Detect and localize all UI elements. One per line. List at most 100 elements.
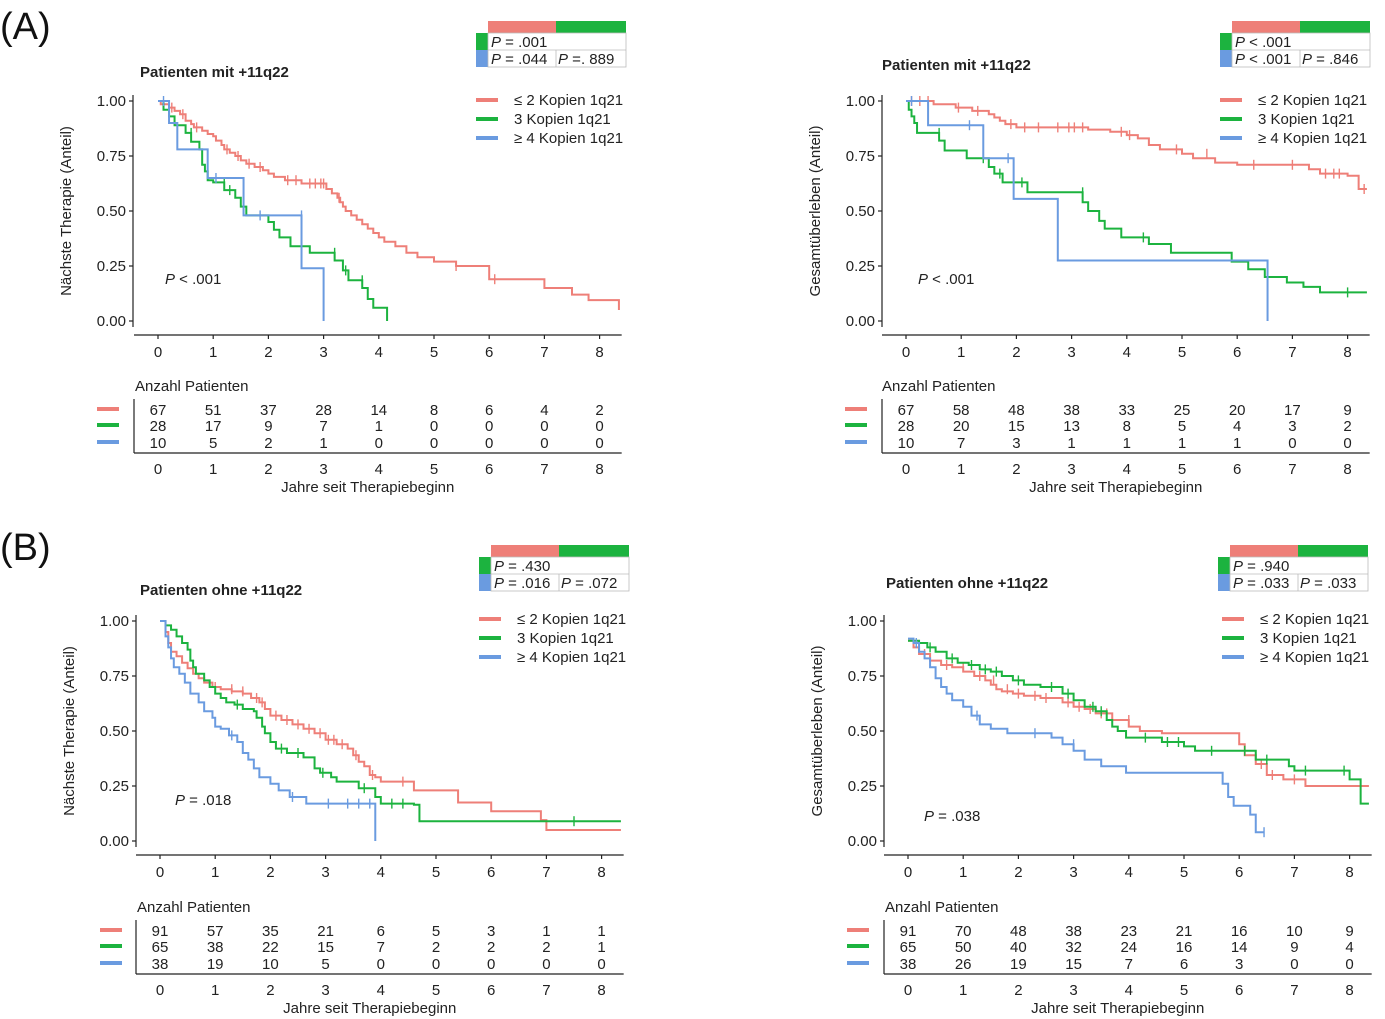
legend-label: ≤ 2 Kopien 1q21 (514, 92, 623, 109)
risk-count: 14 (370, 402, 387, 419)
x-tick-label: 4 (377, 864, 385, 881)
pairwise-p-blue-green: P = .846 (1302, 51, 1358, 68)
km-panel-4: Patienten ohne +11q22 0.00 0.25 0.50 0.75 1.0… (809, 545, 1372, 1017)
x-tick-label: 0 (156, 864, 164, 881)
risk-count: 0 (487, 956, 495, 973)
risk-count: 1 (597, 923, 605, 940)
x-axis-label: Jahre seit Therapiebeginn (1031, 1000, 1204, 1017)
x-tick-label: 6 (485, 344, 493, 361)
x-tick-label: 4 (1123, 344, 1131, 361)
risk-x-tick-label: 1 (211, 982, 219, 999)
risk-x-tick-label: 8 (595, 461, 603, 478)
risk-count: 9 (1343, 402, 1351, 419)
x-tick-label: 8 (1343, 344, 1351, 361)
risk-x-tick-label: 4 (375, 461, 383, 478)
risk-x-tick-label: 0 (902, 461, 910, 478)
risk-count: 20 (953, 418, 970, 435)
risk-count: 65 (900, 939, 917, 956)
risk-count: 51 (205, 402, 222, 419)
p-value-label: P < .001 (165, 271, 221, 288)
km-curve-blue (908, 637, 1265, 834)
risk-count: 67 (150, 402, 167, 419)
risk-count: 57 (207, 923, 224, 940)
km-curve-blue (906, 100, 1269, 321)
km-panel-1: Patienten mit +11q22 0.00 0.25 0.50 0.75 1.00… (58, 21, 627, 496)
risk-count: 38 (1065, 923, 1082, 940)
legend-label: 3 Kopien 1q21 (517, 630, 614, 647)
x-axis-label: Jahre seit Therapiebeginn (281, 479, 454, 496)
y-tick-label: 0.50 (97, 203, 126, 220)
x-axis-label: Jahre seit Therapiebeginn (1029, 479, 1202, 496)
risk-count: 16 (1231, 923, 1248, 940)
risk-count: 14 (1231, 939, 1248, 956)
risk-count: 50 (955, 939, 972, 956)
legend-label: 3 Kopien 1q21 (514, 111, 611, 128)
risk-count: 28 (315, 402, 332, 419)
risk-x-tick-label: 3 (319, 461, 327, 478)
y-tick-label: 0.25 (100, 778, 129, 795)
risk-count: 48 (1008, 402, 1025, 419)
risk-count: 26 (955, 956, 972, 973)
km-curve-green (160, 620, 621, 823)
risk-count: 21 (317, 923, 334, 940)
y-tick-label: 0.00 (846, 313, 875, 330)
pairwise-header-green (556, 21, 626, 33)
risk-count: 16 (1176, 939, 1193, 956)
risk-count: 70 (955, 923, 972, 940)
risk-x-tick-label: 2 (264, 461, 272, 478)
risk-count: 15 (1065, 956, 1082, 973)
risk-count: 0 (1345, 956, 1353, 973)
legend-label: ≥ 4 Kopien 1q21 (517, 649, 626, 666)
y-tick-label: 0.00 (100, 833, 129, 850)
risk-count: 6 (377, 923, 385, 940)
y-tick-label: 1.00 (97, 93, 126, 110)
risk-count: 0 (542, 956, 550, 973)
km-curve-red (160, 620, 621, 831)
risk-x-tick-label: 4 (1125, 982, 1133, 999)
risk-count: 65 (152, 939, 169, 956)
risk-count: 4 (540, 402, 548, 419)
x-tick-label: 0 (902, 344, 910, 361)
risk-count: 7 (377, 939, 385, 956)
risk-count: 0 (1288, 435, 1296, 452)
x-tick-label: 6 (1235, 864, 1243, 881)
y-tick-label: 0.25 (846, 258, 875, 275)
pairwise-header-green (559, 545, 629, 557)
risk-count: 91 (900, 923, 917, 940)
pairwise-p-green-red: P = .001 (491, 34, 547, 51)
risk-count: 38 (152, 956, 169, 973)
risk-x-tick-label: 1 (959, 982, 967, 999)
pairwise-p-blue-red: P < .001 (1235, 51, 1291, 68)
risk-x-tick-label: 7 (540, 461, 548, 478)
risk-x-tick-label: 0 (154, 461, 162, 478)
y-tick-label: 0.75 (848, 668, 877, 685)
y-tick-label: 0.75 (100, 668, 129, 685)
pairwise-p-blue-green: P =. 889 (558, 51, 614, 68)
pairwise-p-blue-red: P = .016 (494, 575, 550, 592)
x-tick-label: 1 (957, 344, 965, 361)
risk-count: 1 (1233, 435, 1241, 452)
pairwise-rowhead-blue (476, 50, 488, 67)
risk-count: 9 (1290, 939, 1298, 956)
pairwise-header-red (488, 21, 556, 33)
legend-label: ≤ 2 Kopien 1q21 (517, 611, 626, 628)
y-axis-label: Nächste Therapie (Anteil) (61, 646, 78, 816)
risk-count: 1 (1123, 435, 1131, 452)
km-curve-blue (160, 620, 377, 841)
risk-x-tick-label: 6 (487, 982, 495, 999)
risk-table-title: Anzahl Patienten (882, 378, 995, 395)
risk-count: 0 (430, 435, 438, 452)
risk-count: 24 (1120, 939, 1137, 956)
x-tick-label: 3 (1067, 344, 1075, 361)
risk-x-tick-label: 7 (1290, 982, 1298, 999)
risk-count: 8 (1123, 418, 1131, 435)
risk-count: 3 (487, 923, 495, 940)
y-tick-label: 0.75 (97, 148, 126, 165)
risk-x-tick-label: 5 (1178, 461, 1186, 478)
x-tick-label: 2 (1014, 864, 1022, 881)
risk-count: 28 (898, 418, 915, 435)
pairwise-rowhead-green (1220, 33, 1232, 50)
risk-count: 5 (432, 923, 440, 940)
risk-count: 0 (595, 418, 603, 435)
risk-count: 15 (1008, 418, 1025, 435)
